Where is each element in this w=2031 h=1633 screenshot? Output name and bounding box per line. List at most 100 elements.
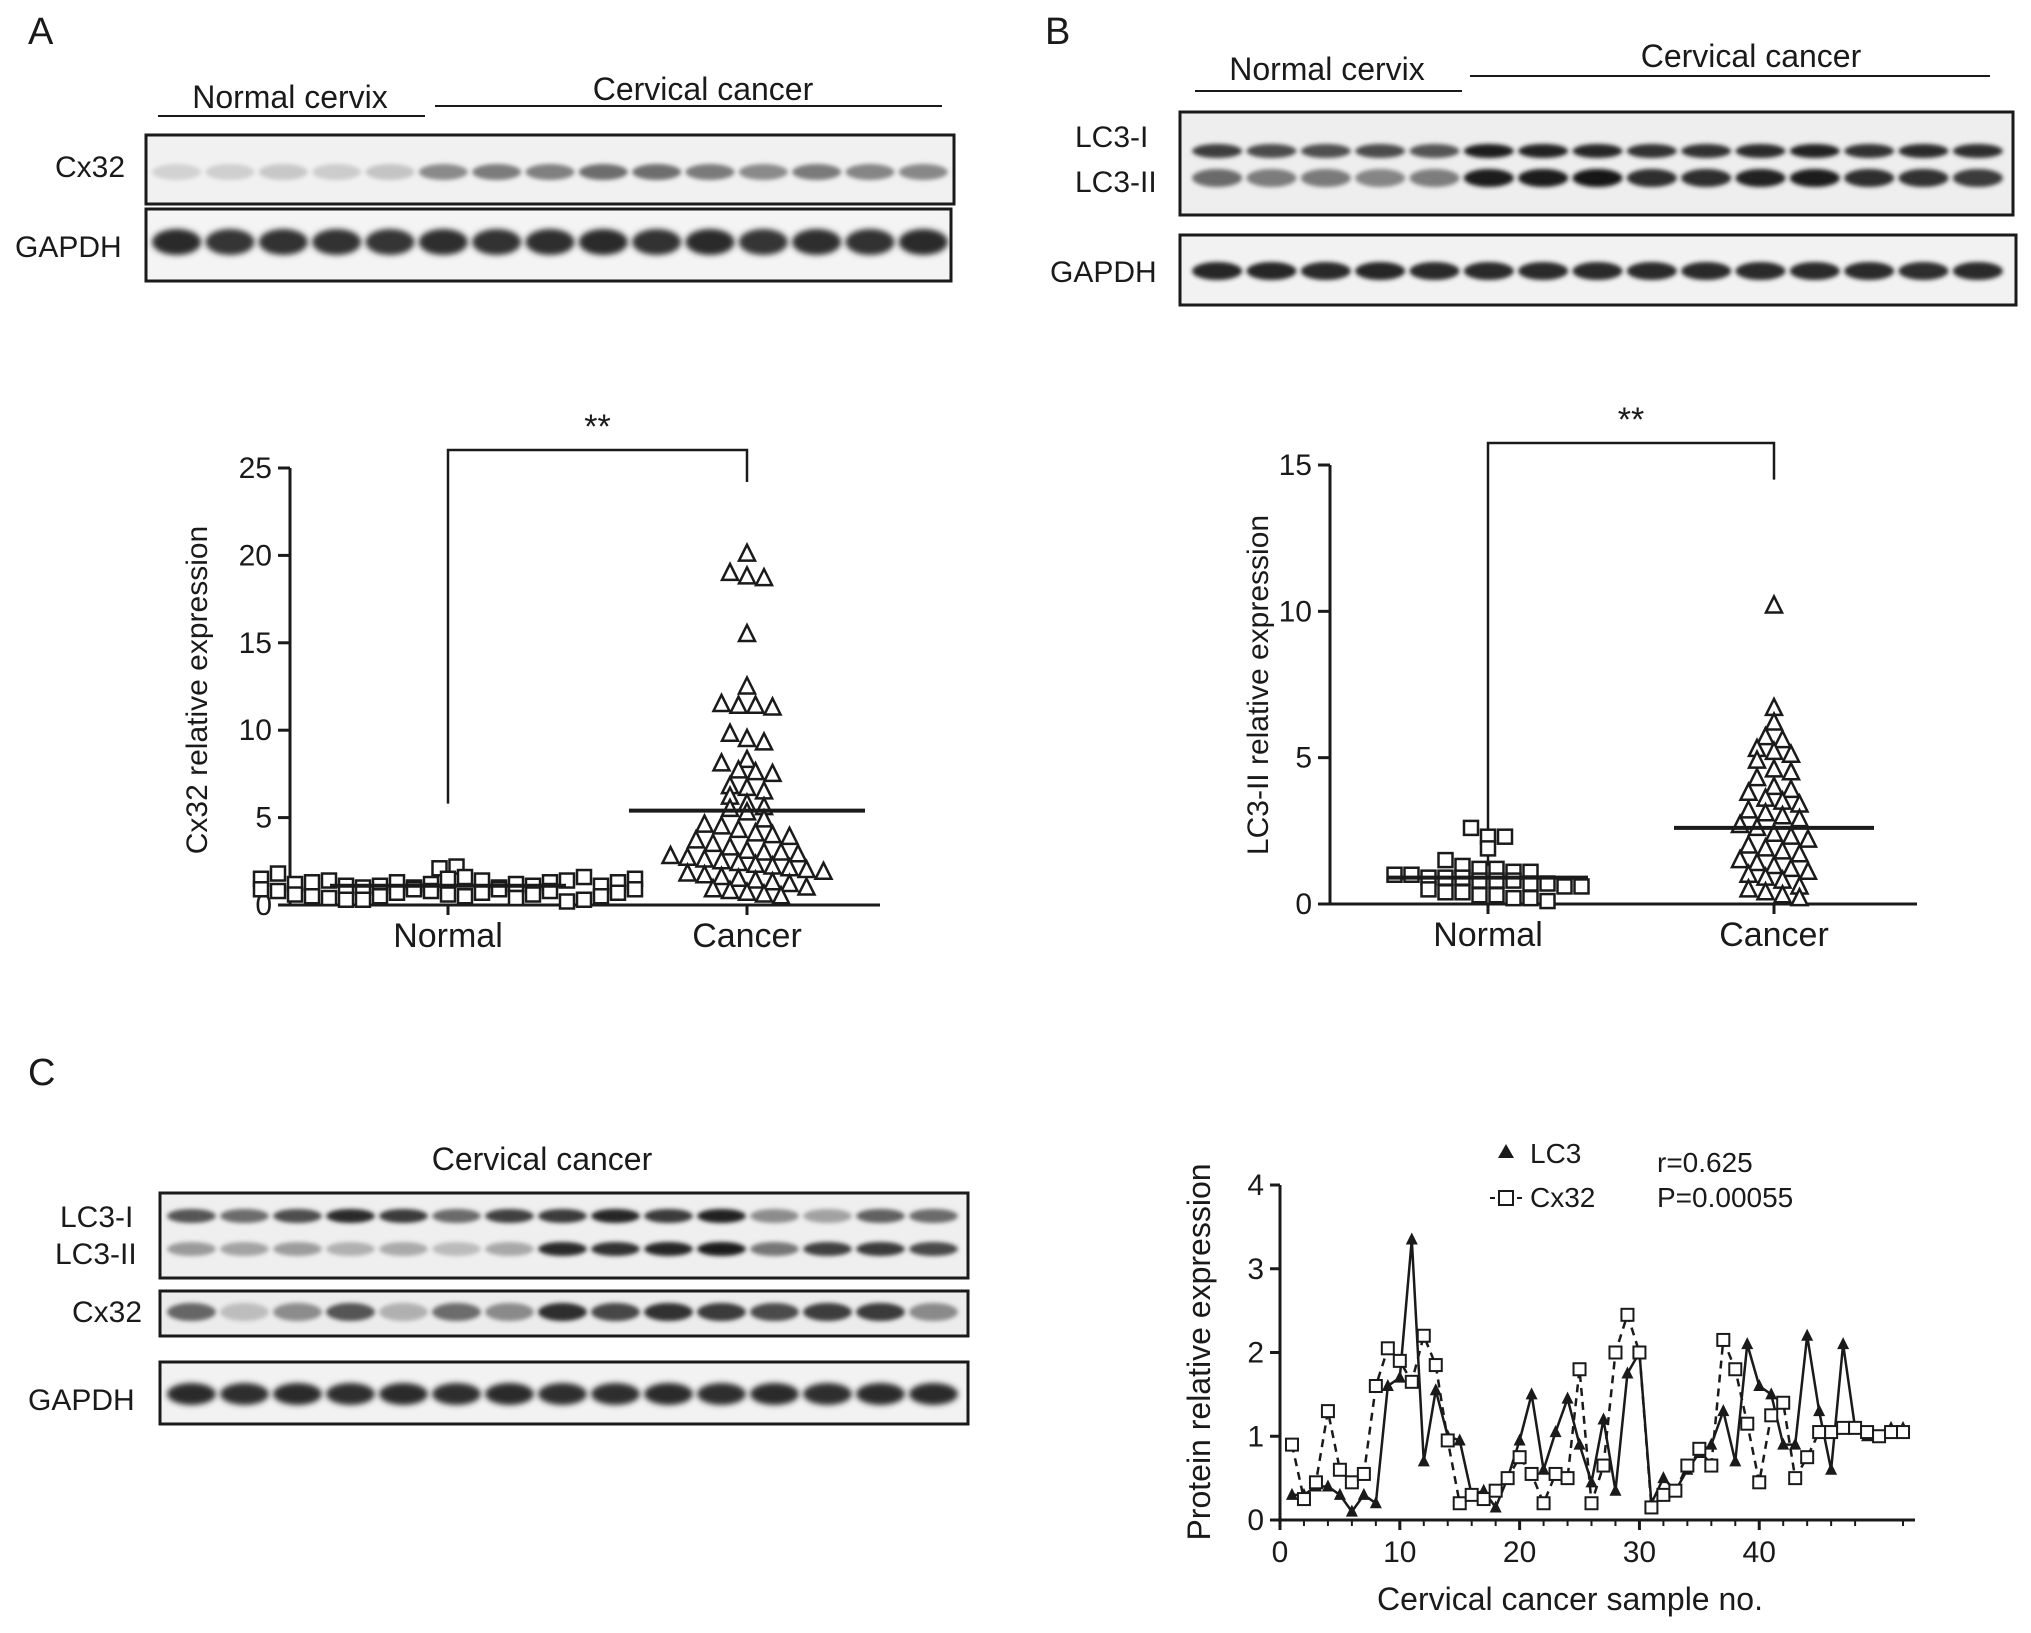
blot-band [1898, 262, 1949, 280]
data-point-normal [626, 881, 644, 898]
data-point-cancer [1738, 833, 1759, 854]
data-point-normal [1505, 889, 1522, 907]
data-point-cancer [677, 861, 698, 882]
blot-band [697, 1303, 746, 1321]
data-point-cx32 [1380, 1341, 1395, 1356]
data-point-lc3 [1717, 1404, 1730, 1417]
data-point-cx32 [1296, 1492, 1311, 1507]
data-point-normal [269, 865, 287, 882]
blot-band [1572, 144, 1623, 158]
blot-band [432, 1242, 481, 1256]
data-point-cx32 [1548, 1466, 1563, 1481]
data-point-cancer [1763, 854, 1785, 875]
data-point-normal [439, 886, 457, 903]
blot-band [909, 1303, 958, 1321]
data-point-cancer [736, 727, 758, 748]
data-point-normal [320, 889, 338, 907]
data-point-lc3 [1357, 1487, 1370, 1500]
blot-band [644, 1209, 693, 1223]
chart-c: Protein relative expression Cervical can… [1181, 1138, 1915, 1617]
data-point-normal [371, 888, 389, 905]
blot-band [1409, 144, 1460, 158]
chart-c-x-axis-title: Cervical cancer sample no. [1377, 1581, 1763, 1617]
data-point-normal [269, 882, 287, 900]
data-point-cancer [753, 840, 775, 861]
blot-c-row-label-lc3-ii: LC3-II [55, 1238, 137, 1271]
data-point-lc3 [1729, 1454, 1742, 1467]
y-tick-label: 5 [1295, 742, 1312, 775]
blot-a-group-normal: Normal cervix [192, 79, 388, 115]
data-point-cancer [728, 818, 749, 839]
x-tick-label: 20 [1503, 1536, 1536, 1569]
data-point-cx32 [1404, 1374, 1419, 1389]
blot-band [591, 1383, 640, 1405]
data-point-lc3 [1777, 1437, 1790, 1450]
blot-band [485, 1383, 534, 1405]
data-point-cancer [1780, 778, 1802, 799]
data-point-cancer [1772, 839, 1793, 860]
data-point-cx32 [1344, 1475, 1359, 1490]
data-point-cx32 [1608, 1345, 1623, 1360]
blot-band [152, 164, 202, 180]
blot-band [273, 1242, 322, 1256]
blot-band [485, 1242, 534, 1256]
y-tick-label: 0 [1247, 1504, 1264, 1537]
data-point-normal [1539, 892, 1556, 910]
blot-band [1246, 262, 1297, 280]
data-point-lc3 [1609, 1483, 1622, 1496]
data-point-cx32 [1512, 1450, 1527, 1465]
data-point-lc3 [1513, 1433, 1526, 1446]
blot-band [1300, 144, 1351, 158]
blot-band [738, 164, 788, 180]
blot-band [220, 1209, 269, 1223]
legend-cx32-marker [1498, 1190, 1514, 1206]
data-point-cancer [753, 807, 775, 828]
data-point-cancer [745, 693, 766, 714]
chart-c-y-axis-title: Protein relative expression [1181, 1163, 1217, 1540]
data-point-cx32 [1884, 1425, 1899, 1440]
blot-band [1355, 262, 1406, 280]
data-point-cancer [719, 561, 741, 582]
blot-band [1952, 169, 2003, 187]
blot-band [1463, 169, 1514, 187]
data-point-lc3 [1549, 1425, 1562, 1438]
data-point-cancer [711, 692, 732, 713]
data-point-cancer [1763, 710, 1785, 731]
blot-band [1681, 262, 1732, 280]
blot-band [1681, 144, 1732, 158]
data-point-cx32 [1716, 1332, 1731, 1347]
data-point-cancer [770, 884, 792, 905]
data-point-normal [1454, 884, 1471, 901]
blot-a-bands-cx32 [152, 164, 948, 180]
blot-b-row-label-lc3-i: LC3-I [1075, 121, 1148, 154]
western-blot-b: Normal cervix Cervical cancer LC3-I LC3-… [1050, 38, 2018, 307]
blot-band [1192, 169, 1243, 187]
chart-a-y-axis-title: Cx32 relative expression [181, 526, 214, 855]
blot-band [697, 1242, 746, 1256]
data-point-cx32 [1572, 1362, 1587, 1377]
blot-band [205, 164, 255, 180]
data-point-lc3 [1825, 1462, 1838, 1475]
data-point-cancer [736, 880, 758, 902]
x-tick-label: Cancer [1719, 916, 1829, 954]
data-point-normal [575, 891, 593, 909]
data-point-cancer [1755, 880, 1776, 901]
blot-band [898, 229, 948, 255]
blot-band [379, 1242, 428, 1256]
blot-band [1572, 169, 1623, 187]
blot-band [1572, 262, 1623, 280]
blot-band [152, 229, 202, 255]
blot-band [909, 1383, 958, 1405]
blot-band [312, 229, 362, 255]
blot-band [167, 1383, 216, 1405]
blot-band [750, 1303, 799, 1321]
data-point-cx32 [1524, 1466, 1539, 1481]
data-point-cx32 [1668, 1483, 1683, 1498]
data-point-cancer [728, 693, 749, 714]
blot-band [856, 1303, 905, 1321]
x-tick-label: 40 [1743, 1536, 1776, 1569]
data-point-cancer [787, 842, 809, 863]
data-point-cancer [736, 622, 758, 643]
data-point-normal [388, 884, 406, 902]
data-point-lc3 [1285, 1487, 1298, 1500]
